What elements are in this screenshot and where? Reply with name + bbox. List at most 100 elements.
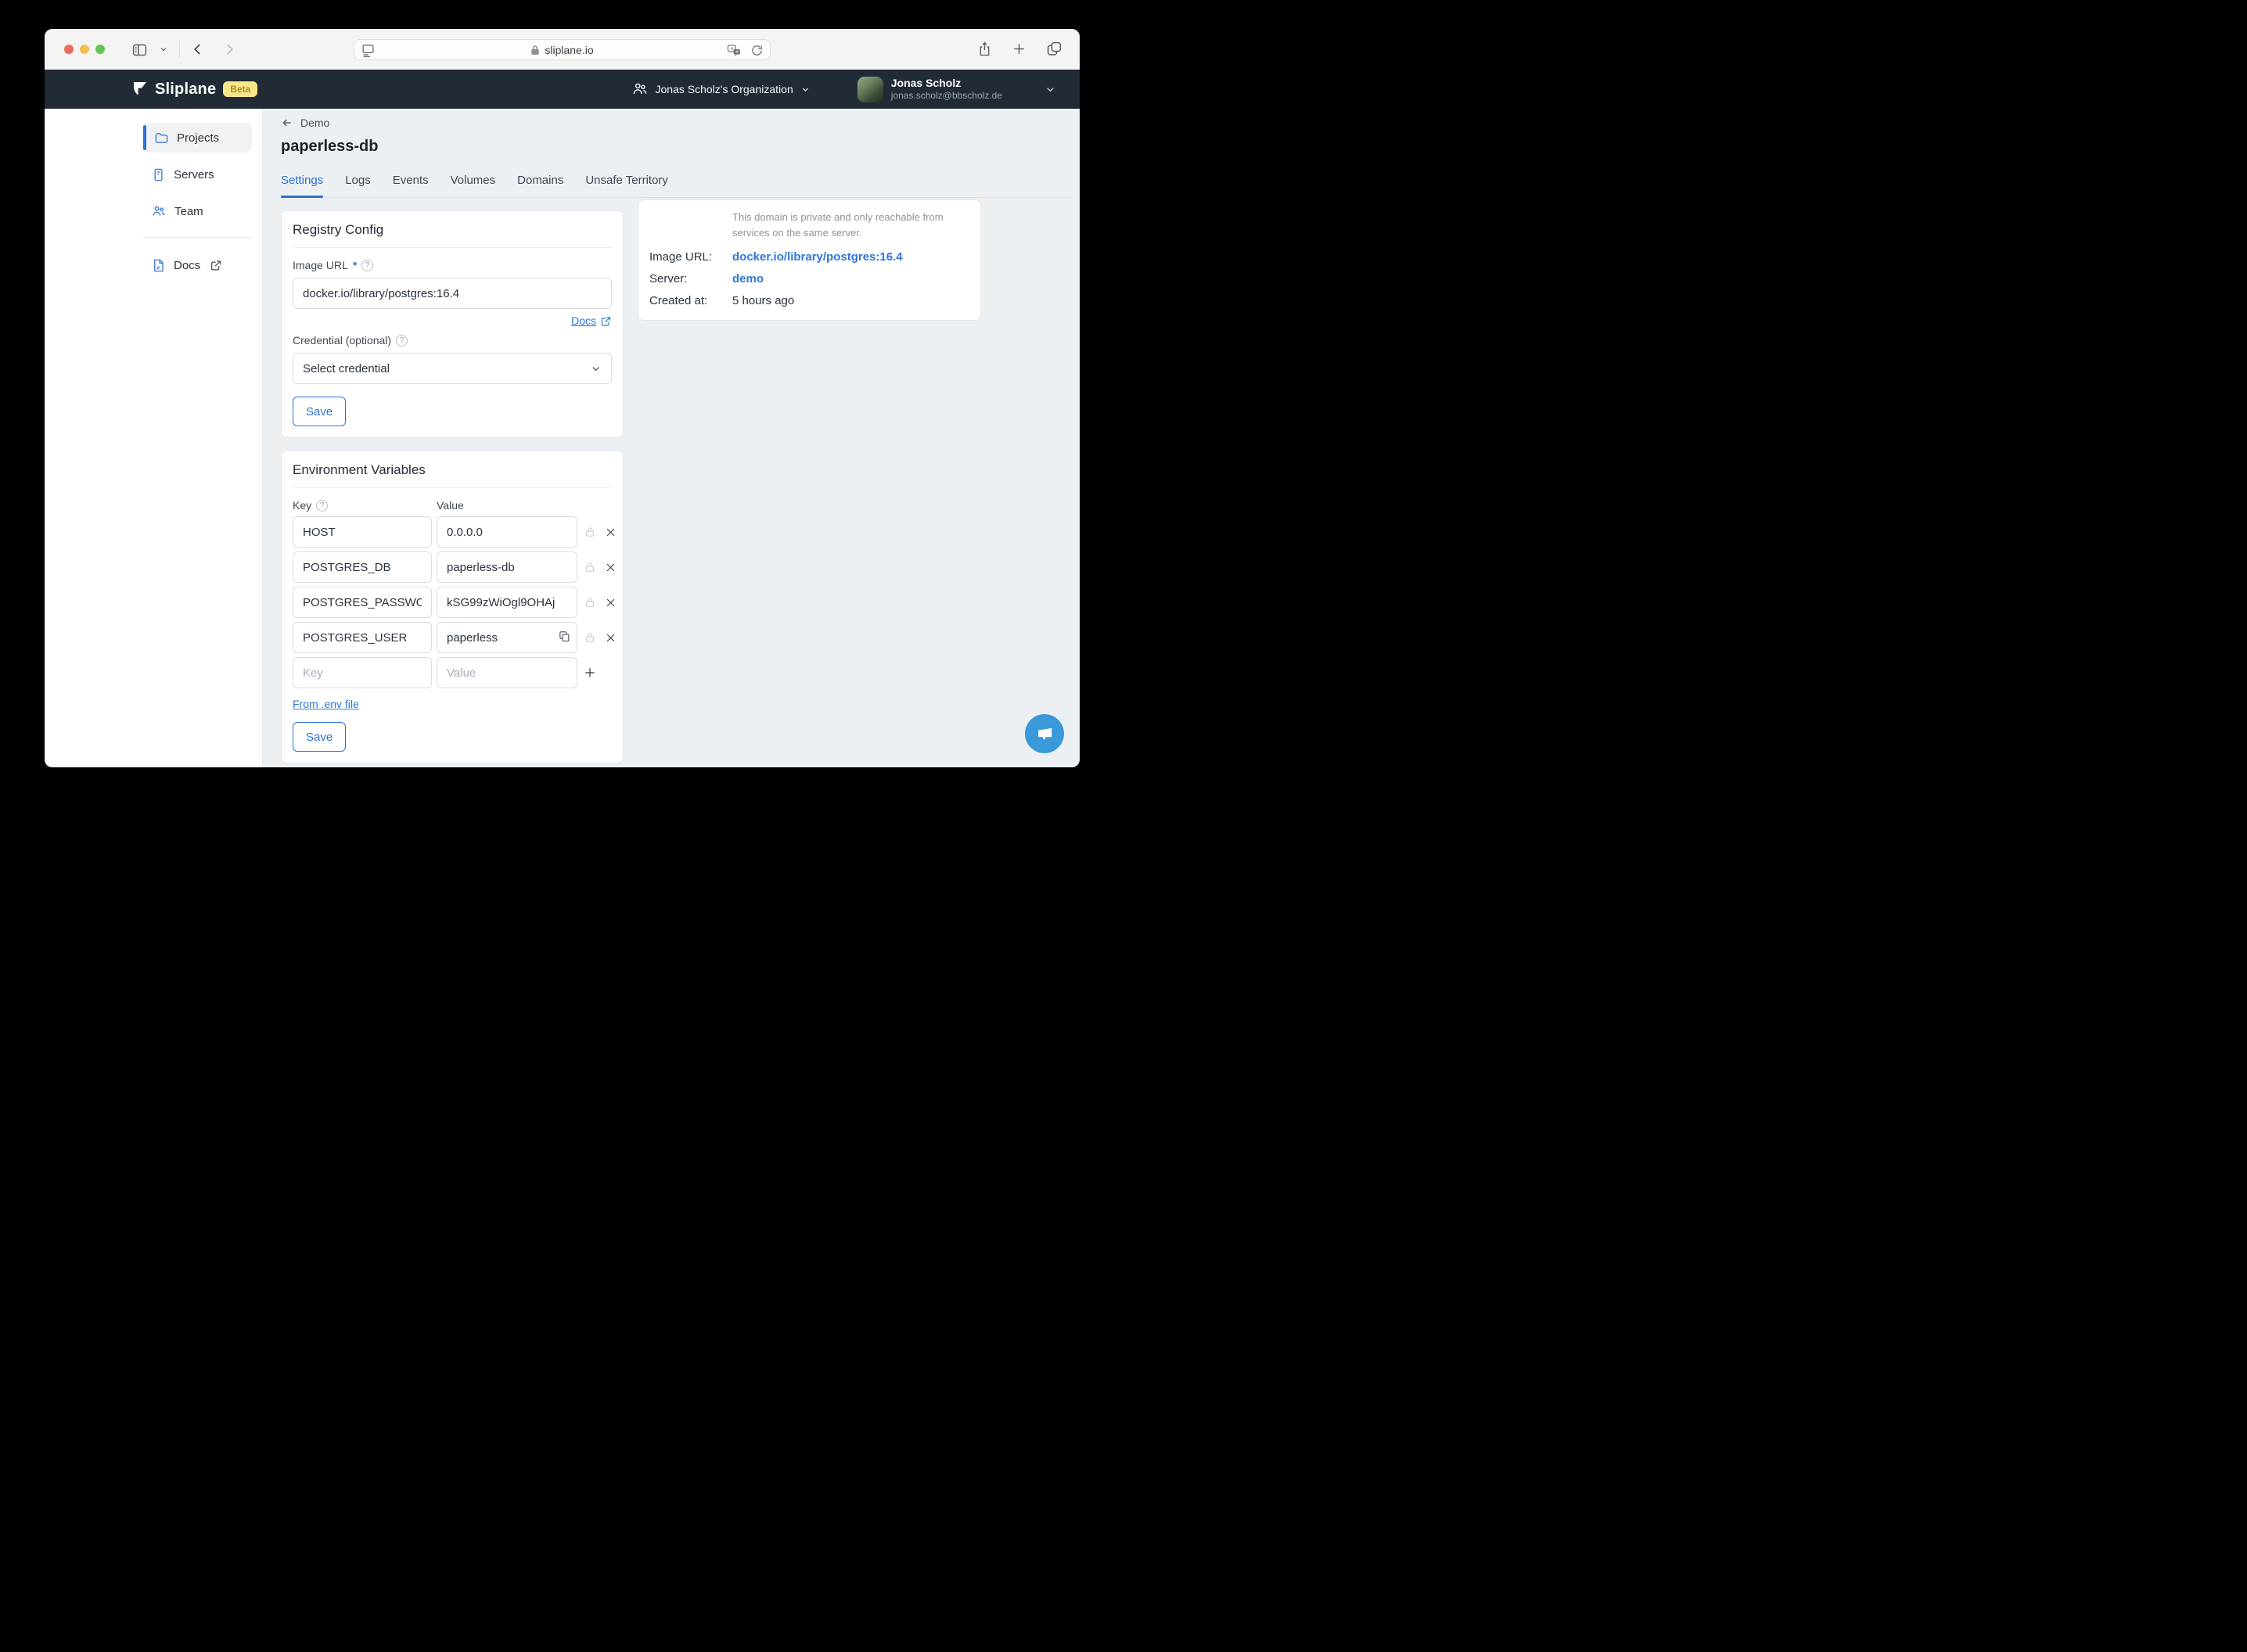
help-icon[interactable]: [361, 259, 374, 271]
help-icon[interactable]: [316, 499, 329, 512]
env-row: [293, 587, 614, 618]
sidebar-chevron-icon[interactable]: [157, 43, 170, 56]
address-bar[interactable]: sliplane.io A ✲: [354, 39, 771, 60]
lock-icon[interactable]: [582, 561, 598, 573]
organization-chevron-icon: [800, 84, 811, 95]
card-divider: [293, 487, 612, 488]
env-row: [293, 622, 614, 653]
card-divider: [293, 247, 612, 248]
reload-icon[interactable]: [749, 42, 765, 59]
credential-select-value: Select credential: [303, 361, 390, 375]
chat-widget-button[interactable]: [1025, 714, 1064, 753]
delete-row-icon[interactable]: [602, 597, 618, 609]
page-title: paperless-db: [281, 138, 379, 155]
browser-titlebar: sliplane.io A ✲: [45, 29, 1080, 70]
server-icon: [151, 167, 166, 182]
lock-icon[interactable]: [582, 631, 598, 644]
tab-logs[interactable]: Logs: [345, 174, 371, 187]
env-key-input[interactable]: [293, 587, 432, 618]
env-key-input[interactable]: [293, 657, 432, 688]
service-info-card: This domain is private and only reachabl…: [638, 199, 981, 321]
zoom-window-button[interactable]: [95, 45, 105, 54]
translate-icon[interactable]: A ✲: [725, 42, 743, 59]
env-row: [293, 516, 614, 548]
tab-settings[interactable]: Settings: [281, 174, 324, 198]
delete-row-icon[interactable]: [602, 632, 618, 644]
url-text[interactable]: sliplane.io: [545, 43, 594, 56]
back-button[interactable]: [189, 41, 207, 58]
svg-text:✲: ✲: [735, 50, 739, 55]
sidebar-item-label: Docs: [174, 258, 201, 272]
sidebar: Projects Servers Team Docs: [45, 109, 263, 767]
close-window-button[interactable]: [64, 45, 74, 54]
env-value-label: Value: [437, 499, 464, 512]
sidebar-item-servers[interactable]: Servers: [143, 160, 252, 189]
scroll-area[interactable]: Registry Config Image URL * Docs: [281, 198, 1080, 763]
info-label: Created at:: [649, 294, 708, 308]
lock-icon[interactable]: [582, 526, 598, 538]
document-icon: [151, 258, 166, 273]
reader-view-icon[interactable]: [361, 43, 376, 58]
forward-button[interactable]: [221, 41, 238, 58]
server-link[interactable]: demo: [732, 272, 764, 286]
env-key-input[interactable]: [293, 516, 432, 548]
sidebar-divider: [143, 237, 252, 238]
info-label: Image URL:: [649, 250, 713, 264]
credential-select[interactable]: Select credential: [293, 353, 612, 384]
delete-row-icon[interactable]: [602, 526, 618, 538]
organization-icon: [631, 81, 649, 98]
back-arrow-icon: [281, 117, 293, 129]
env-new-row: [293, 657, 612, 688]
tab-events[interactable]: Events: [392, 174, 429, 187]
env-value-input[interactable]: [437, 516, 577, 548]
sidebar-toggle-icon[interactable]: [130, 40, 149, 59]
user-name: Jonas Scholz: [890, 77, 962, 90]
svg-text:A: A: [730, 47, 734, 52]
docs-link[interactable]: Docs: [571, 314, 612, 327]
image-url-link[interactable]: docker.io/library/postgres:16.4: [732, 250, 903, 264]
share-icon[interactable]: [976, 39, 994, 59]
sidebar-item-projects[interactable]: Projects: [143, 123, 252, 153]
sidebar-item-docs[interactable]: Docs: [143, 250, 252, 280]
env-value-input[interactable]: [437, 551, 577, 583]
lock-icon[interactable]: [582, 596, 598, 609]
organization-switcher[interactable]: Jonas Scholz's Organization: [631, 81, 811, 98]
breadcrumb[interactable]: Demo: [281, 117, 329, 129]
env-key-input[interactable]: [293, 551, 432, 583]
tab-bar: Settings Logs Events Volumes Domains Uns…: [281, 174, 1072, 198]
env-row: [293, 551, 614, 583]
tab-volumes[interactable]: Volumes: [450, 174, 496, 187]
delete-row-icon[interactable]: [602, 562, 618, 573]
minimize-window-button[interactable]: [80, 45, 89, 54]
env-save-button[interactable]: Save: [293, 722, 347, 752]
copy-icon[interactable]: [558, 630, 571, 643]
external-link-icon: [600, 315, 612, 327]
from-env-file-link[interactable]: From .env file: [293, 698, 359, 710]
tab-unsafe-territory[interactable]: Unsafe Territory: [585, 174, 668, 187]
help-icon[interactable]: [396, 334, 408, 347]
info-label: Server:: [649, 272, 688, 286]
env-value-input[interactable]: [437, 587, 577, 618]
brand-name: Sliplane: [155, 80, 217, 98]
traffic-lights: [64, 45, 105, 54]
user-menu[interactable]: Jonas Scholz jonas.scholz@bbscholz.de: [857, 76, 1056, 102]
card-title: Registry Config: [293, 222, 384, 237]
new-tab-icon[interactable]: [1010, 40, 1028, 58]
private-domain-note: This domain is private and only reachabl…: [732, 211, 944, 239]
sidebar-item-team[interactable]: Team: [143, 196, 252, 226]
brand-logo[interactable]: Sliplane Beta: [132, 80, 258, 99]
sidebar-item-label: Projects: [177, 131, 220, 145]
env-key-label: Key: [293, 499, 312, 512]
user-email: jonas.scholz@bbscholz.de: [890, 90, 1002, 102]
image-url-input[interactable]: [293, 278, 612, 309]
tab-overview-icon[interactable]: [1044, 39, 1064, 59]
tab-domains[interactable]: Domains: [517, 174, 564, 187]
env-key-input[interactable]: [293, 622, 432, 653]
sliplane-flag-icon: [132, 81, 148, 98]
avatar: [857, 76, 883, 102]
add-row-icon[interactable]: [582, 666, 598, 680]
env-value-input[interactable]: [437, 622, 577, 653]
required-marker: *: [352, 259, 358, 271]
registry-save-button[interactable]: Save: [293, 397, 347, 426]
env-value-input[interactable]: [437, 657, 577, 688]
